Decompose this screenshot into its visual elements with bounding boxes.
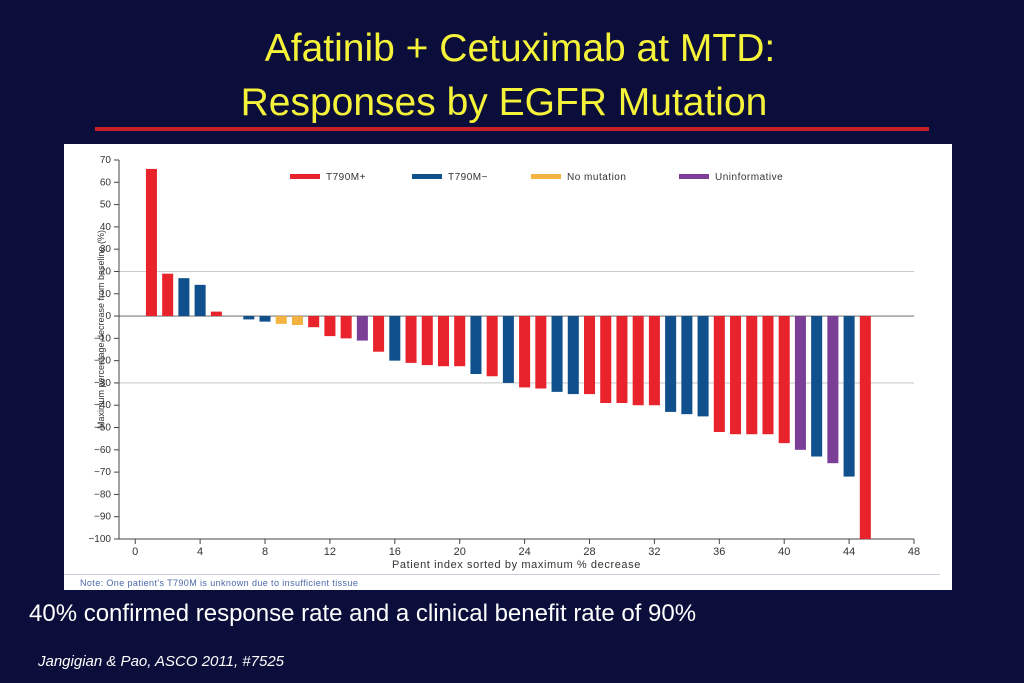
y-tick-label: 40 [100,222,112,233]
x-tick-label: 36 [713,546,725,558]
slide-title-line1: Afatinib + Cetuximab at MTD: [264,27,776,70]
citation: Jangigian & Pao, ASCO 2011, #7525 [38,653,285,670]
bar [389,316,401,361]
bar [665,316,677,412]
bar [859,316,871,539]
y-tick-label: 10 [100,289,112,300]
bar [470,316,482,375]
x-tick-label: 28 [583,546,595,558]
legend-label: No mutation [567,172,626,183]
y-tick-label: −30 [94,378,111,389]
x-tick-label: 12 [324,546,336,558]
legend-swatch [290,174,320,179]
x-tick-label: 24 [518,546,530,558]
y-tick-label: −20 [94,356,111,367]
bar [373,316,385,352]
slide-title-line2: Responses by EGFR Mutation [240,81,768,124]
legend-label: Uninformative [715,172,783,183]
y-tick-label: 50 [100,200,112,211]
bar [421,316,433,366]
bar [259,316,271,322]
x-tick-label: 8 [262,546,268,558]
waterfall-chart: 706050403020100−10−20−30−40−50−60−70−80−… [88,155,920,571]
bar [535,316,547,389]
x-tick-label: 48 [908,546,920,558]
bar [437,316,450,367]
chart-note: Note: One patient's T790M is unknown due… [80,578,359,588]
bar [291,316,303,325]
bar [502,316,514,383]
bar [730,316,742,435]
bar [210,311,222,317]
bar [616,316,628,404]
y-tick-label: −10 [94,333,111,344]
bar [405,316,417,363]
bar [681,316,693,415]
legend-swatch [679,174,709,179]
bar [340,316,352,339]
bar [567,316,579,395]
bar [162,273,174,317]
bar [275,316,287,324]
response-summary: 40% confirmed response rate and a clinic… [29,600,697,627]
chart-figure: 70 60 50 40 30 20 10 0 −10 −20 −30 −40 −50 −60 −70 −80−… [64,144,952,590]
y-tick-label: −40 [94,400,111,411]
bar [145,168,157,317]
bar [356,316,368,341]
x-tick-label: 44 [843,546,855,558]
y-axis-label: Maximum percentage decrease from baselin… [96,230,106,429]
bar [454,316,466,367]
y-tick-label: 60 [100,177,112,188]
y-tick-label: 0 [105,311,111,322]
x-tick-label: 16 [389,546,401,558]
y-tick-label: −90 [94,512,111,523]
y-tick-label: −60 [94,445,111,456]
bar [551,316,563,392]
bar [746,316,758,435]
title-divider [95,127,929,131]
y-tick-label: 30 [100,244,112,255]
bar [583,316,596,395]
bar [194,284,206,317]
bar [843,316,855,477]
bar [811,316,823,457]
bar [178,278,190,317]
bar [827,316,839,464]
bar [697,316,709,417]
bar [632,316,644,406]
note-divider [64,574,940,575]
x-tick-label: 20 [454,546,466,558]
x-tick-label: 4 [197,546,203,558]
legend-label: T790M+ [326,172,366,183]
y-tick-label: −80 [94,489,111,500]
x-tick-label: 32 [648,546,660,558]
bar [324,316,336,337]
bar [600,316,612,404]
bar [713,316,725,432]
y-tick-label: −70 [94,467,111,478]
bar [308,316,320,328]
legend-swatch [412,174,442,179]
bar [519,316,531,388]
bar [243,316,255,320]
bar [778,316,790,444]
y-tick-label: −50 [94,423,111,434]
x-tick-label: 40 [778,546,790,558]
bar [762,316,774,435]
x-tick-label: 0 [132,546,138,558]
bar [648,316,660,406]
y-tick-label: −100 [88,534,111,545]
legend-label: T790M− [448,172,488,183]
y-tick-label: 20 [100,266,112,277]
bar [794,316,806,450]
legend-swatch [531,174,561,179]
bar [486,316,498,377]
x-axis-label: Patient index sorted by maximum % decrea… [392,559,641,571]
y-tick-label: 70 [100,155,112,166]
